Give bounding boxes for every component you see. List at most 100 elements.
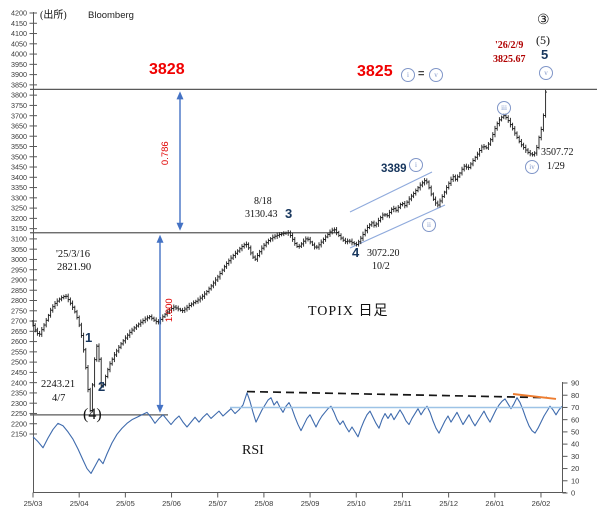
circled-iv-icon: iv <box>525 160 539 174</box>
y-axis-price-label: 3150 <box>11 224 27 233</box>
y-axis-price-label: 2900 <box>11 276 27 285</box>
date-label-1-29: 1/29 <box>547 161 565 172</box>
y-axis-rsi-label: 50 <box>571 427 579 436</box>
retracement-ratio-1000: 1.000 <box>163 298 175 323</box>
y-axis-price-label: 3750 <box>11 101 27 110</box>
y-axis-rsi-label: 0 <box>571 489 575 498</box>
y-axis-rsi-label: 90 <box>571 379 579 388</box>
fib-level-3825-label: 3825 <box>357 63 393 80</box>
y-axis-price-label: 4000 <box>11 50 27 59</box>
x-axis-label: 25/12 <box>439 499 458 508</box>
wave-4-label: 4 <box>352 245 360 260</box>
cycle-wave-3-icon: ③ <box>537 13 550 28</box>
source-paren-label: (出所) <box>40 10 67 21</box>
source-label: Bloomberg <box>88 10 134 21</box>
y-axis-price-label: 3300 <box>11 193 27 202</box>
x-axis-label: 25/11 <box>393 499 411 508</box>
rsi-title: RSI <box>242 443 264 458</box>
subwave-ii-text: ii <box>427 221 431 229</box>
y-axis-price-label: 4100 <box>11 29 27 38</box>
y-axis-price-label: 3800 <box>11 91 27 100</box>
subwave-iv-text: iv <box>529 163 535 171</box>
y-axis-price-label: 3550 <box>11 142 27 151</box>
x-axis-label: 25/05 <box>116 499 135 508</box>
y-axis-price-label: 3050 <box>11 245 27 254</box>
chart-title: TOPIX 日足 <box>308 304 389 319</box>
y-axis-price-label: 2750 <box>11 306 27 315</box>
price-label-3130-43: 3130.43 <box>245 209 278 220</box>
y-axis-price-label: 2600 <box>11 337 27 346</box>
y-axis-price-label: 2500 <box>11 358 27 367</box>
y-axis-price-label: 3500 <box>11 152 27 161</box>
circled-v-equality-icon: v <box>429 68 443 82</box>
wave-paren-5-label: (5) <box>536 33 550 47</box>
y-axis-price-label: 2700 <box>11 317 27 326</box>
date-label-4-7: 4/7 <box>52 393 66 404</box>
y-axis-price-label: 3900 <box>11 70 27 79</box>
y-axis-price-label: 2550 <box>11 347 27 356</box>
y-axis-price-label: 3100 <box>11 235 27 244</box>
y-axis-price-label: 2650 <box>11 327 27 336</box>
retracement-ratio-0786: 0.786 <box>159 141 171 166</box>
y-axis-rsi-label: 30 <box>571 452 579 461</box>
x-axis-label: 25/07 <box>208 499 227 508</box>
y-axis-price-label: 3950 <box>11 60 27 69</box>
wave-2-label: 2 <box>98 379 106 394</box>
x-axis-label: 25/09 <box>301 499 320 508</box>
y-axis-price-label: 2200 <box>11 419 27 428</box>
equals-sign: = <box>418 68 425 80</box>
y-axis-rsi-label: 20 <box>571 464 579 473</box>
y-axis-price-label: 2250 <box>11 409 27 418</box>
subwave-i-text: i <box>415 161 417 169</box>
y-axis-price-label: 3450 <box>11 163 27 172</box>
x-axis-label: 25/06 <box>162 499 181 508</box>
price-label-3072-20: 3072.20 <box>367 248 400 259</box>
y-axis-rsi-label: 80 <box>571 391 579 400</box>
date-label-25-3-16: '25/3/16 <box>56 249 90 260</box>
x-axis-label: 25/10 <box>347 499 366 508</box>
y-axis-price-label: 2950 <box>11 265 27 274</box>
price-label-3507-72: 3507.72 <box>541 147 574 158</box>
wave-paren-4-label: (4) <box>83 406 102 423</box>
y-axis-price-label: 2800 <box>11 296 27 305</box>
circled-ii-icon: ii <box>422 218 436 232</box>
y-axis-price-label: 3700 <box>11 111 27 120</box>
x-axis-label: 25/03 <box>24 499 43 508</box>
x-axis-label: 25/08 <box>255 499 274 508</box>
y-axis-price-label: 2300 <box>11 399 27 408</box>
y-axis-price-label: 3400 <box>11 173 27 182</box>
y-axis-price-label: 3350 <box>11 183 27 192</box>
y-axis-price-label: 3600 <box>11 132 27 141</box>
y-axis-rsi-label: 10 <box>571 476 579 485</box>
y-axis-price-label: 3200 <box>11 214 27 223</box>
date-label-10-2: 10/2 <box>372 261 390 272</box>
wave-1-label: 1 <box>85 330 93 345</box>
circled-iii-icon: iii <box>497 101 511 115</box>
price-label-3825-67: 3825.67 <box>493 54 526 65</box>
y-axis-price-label: 2350 <box>11 389 27 398</box>
date-label-8-18: 8/18 <box>254 196 272 207</box>
y-axis-price-label: 2400 <box>11 378 27 387</box>
circled-v-text: v <box>434 71 438 79</box>
y-axis-price-label: 3000 <box>11 255 27 264</box>
subwave-v-text: v <box>544 69 548 77</box>
y-axis-price-label: 2150 <box>11 430 27 439</box>
price-label-2243-21: 2243.21 <box>41 379 76 390</box>
circled-i-equality-icon: i <box>401 68 415 82</box>
y-axis-price-label: 2450 <box>11 368 27 377</box>
wave-5-label: 5 <box>541 47 549 62</box>
date-label-26-2-9: '26/2/9 <box>495 40 524 51</box>
circled-i-text: i <box>407 71 409 79</box>
y-axis-price-label: 3850 <box>11 80 27 89</box>
y-axis-price-label: 3650 <box>11 122 27 131</box>
y-axis-rsi-label: 40 <box>571 440 579 449</box>
price-label-3389: 3389 <box>381 163 407 175</box>
y-axis-price-label: 4200 <box>11 9 27 18</box>
y-axis-price-label: 2850 <box>11 286 27 295</box>
y-axis-price-label: 4150 <box>11 19 27 28</box>
y-axis-rsi-label: 60 <box>571 415 579 424</box>
y-axis-price-label: 4050 <box>11 39 27 48</box>
circled-i-icon: i <box>409 158 423 172</box>
